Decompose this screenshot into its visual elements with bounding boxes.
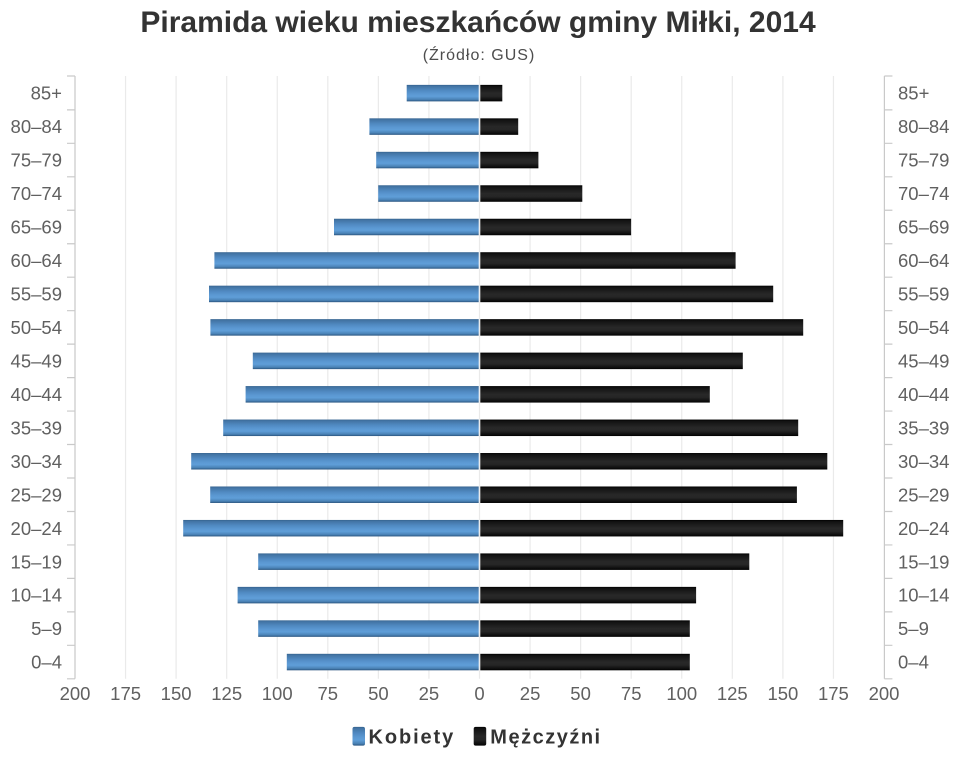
svg-text:50–54: 50–54 — [898, 317, 949, 338]
svg-text:55–59: 55–59 — [898, 284, 949, 305]
svg-text:75: 75 — [621, 683, 642, 704]
svg-text:40–44: 40–44 — [898, 384, 949, 405]
svg-text:0–4: 0–4 — [898, 652, 929, 673]
svg-text:70–74: 70–74 — [11, 183, 62, 204]
svg-text:55–59: 55–59 — [11, 284, 62, 305]
svg-text:200: 200 — [60, 683, 91, 704]
svg-text:75–79: 75–79 — [898, 150, 949, 171]
svg-text:Piramida wieku mieszkańców gmi: Piramida wieku mieszkańców gminy Miłki, … — [140, 6, 816, 39]
svg-text:75–79: 75–79 — [11, 150, 62, 171]
svg-text:15–19: 15–19 — [898, 551, 949, 572]
svg-text:5–9: 5–9 — [31, 618, 62, 639]
svg-text:30–34: 30–34 — [898, 451, 949, 472]
svg-text:45–49: 45–49 — [898, 351, 949, 372]
svg-text:85+: 85+ — [31, 83, 62, 104]
svg-text:10–14: 10–14 — [11, 585, 62, 606]
svg-text:75: 75 — [318, 683, 339, 704]
svg-text:150: 150 — [767, 683, 798, 704]
svg-text:(Źródło: GUS): (Źródło: GUS) — [423, 45, 536, 64]
svg-text:60–64: 60–64 — [11, 250, 62, 271]
svg-text:25: 25 — [520, 683, 541, 704]
svg-text:50: 50 — [368, 683, 389, 704]
svg-text:50–54: 50–54 — [11, 317, 62, 338]
svg-text:70–74: 70–74 — [898, 183, 949, 204]
svg-text:Kobiety: Kobiety — [369, 727, 456, 749]
svg-text:15–19: 15–19 — [11, 551, 62, 572]
svg-text:25: 25 — [419, 683, 440, 704]
svg-text:65–69: 65–69 — [898, 217, 949, 238]
svg-text:80–84: 80–84 — [898, 116, 949, 137]
svg-text:20–24: 20–24 — [11, 518, 62, 539]
svg-text:150: 150 — [161, 683, 192, 704]
svg-text:100: 100 — [666, 683, 697, 704]
svg-text:175: 175 — [110, 683, 141, 704]
svg-text:50: 50 — [570, 683, 591, 704]
svg-text:65–69: 65–69 — [11, 217, 62, 238]
svg-text:125: 125 — [211, 683, 242, 704]
svg-text:200: 200 — [869, 683, 900, 704]
svg-text:85+: 85+ — [898, 83, 929, 104]
svg-text:100: 100 — [262, 683, 293, 704]
svg-text:5–9: 5–9 — [898, 618, 929, 639]
svg-text:0–4: 0–4 — [31, 652, 62, 673]
svg-text:25–29: 25–29 — [898, 484, 949, 505]
svg-text:35–39: 35–39 — [898, 417, 949, 438]
svg-text:30–34: 30–34 — [11, 451, 62, 472]
svg-text:25–29: 25–29 — [11, 484, 62, 505]
svg-text:60–64: 60–64 — [898, 250, 949, 271]
svg-text:20–24: 20–24 — [898, 518, 949, 539]
svg-text:80–84: 80–84 — [11, 116, 62, 137]
svg-text:125: 125 — [717, 683, 748, 704]
svg-text:175: 175 — [818, 683, 849, 704]
svg-text:0: 0 — [474, 683, 484, 704]
svg-text:Mężczyźni: Mężczyźni — [490, 727, 601, 749]
svg-text:40–44: 40–44 — [11, 384, 62, 405]
svg-text:35–39: 35–39 — [11, 417, 62, 438]
svg-text:45–49: 45–49 — [11, 351, 62, 372]
svg-text:10–14: 10–14 — [898, 585, 949, 606]
